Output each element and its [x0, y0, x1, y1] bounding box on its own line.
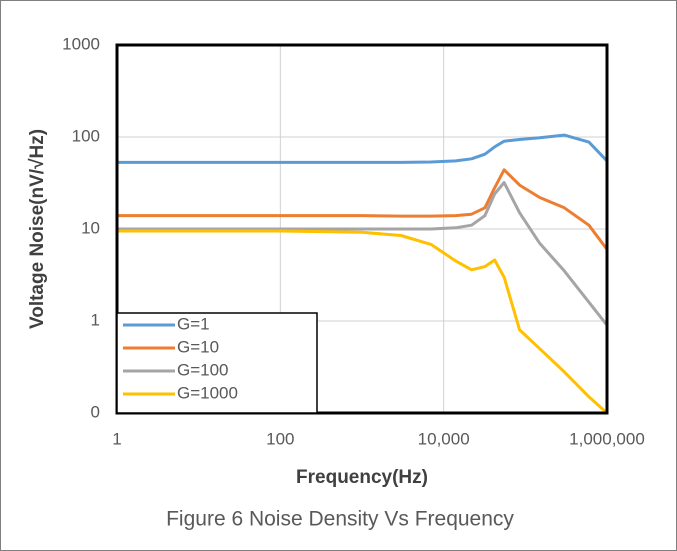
legend-label: G=100 [177, 360, 229, 379]
y-tick-label: 1 [91, 310, 100, 329]
legend-label: G=1 [177, 314, 210, 333]
y-tick-label: 0 [91, 402, 100, 421]
series-line [117, 133, 609, 164]
y-tick-label: 100 [72, 126, 100, 145]
x-tick-label: 10,000 [418, 429, 470, 448]
series-line [117, 181, 609, 327]
caption: Figure 6 Noise Density Vs Frequency [166, 508, 514, 531]
x-axis-title: Frequency(Hz) [296, 467, 428, 488]
x-tick-label: 1 [112, 429, 121, 448]
legend-box [116, 312, 318, 414]
legend-label: G=10 [177, 337, 219, 356]
y-axis-title: Voltage Noise(nV/√Hz) [27, 129, 48, 329]
plot-frame [115, 43, 609, 415]
series-line [117, 168, 609, 251]
series-line [117, 229, 609, 415]
x-tick-label: 100 [266, 429, 294, 448]
y-tick-label: 1000 [62, 34, 100, 53]
legend-label: G=1000 [177, 383, 238, 402]
x-tick-label: 1,000,000 [569, 429, 645, 448]
y-tick-label: 10 [81, 218, 100, 237]
